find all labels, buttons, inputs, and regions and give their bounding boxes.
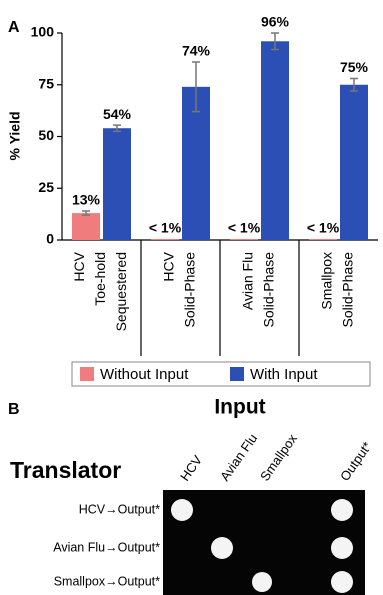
bar <box>309 239 337 240</box>
x-tick-label: Toe-hold <box>92 252 108 306</box>
x-tick-label: Sequestered <box>113 252 129 331</box>
column-label: HCV <box>177 452 205 483</box>
data-label: 96% <box>261 14 290 30</box>
column-label: Output* <box>337 439 375 484</box>
bar <box>230 239 258 240</box>
data-label: 13% <box>72 192 101 208</box>
figure: A % Yield B Input Translator 0 25 50 75 100 H… <box>0 0 383 595</box>
column-label: Smallpox <box>257 431 300 484</box>
legend-swatch <box>80 367 94 381</box>
x-tick-label: Smallpox <box>319 252 335 310</box>
y-tick-label: 75 <box>38 75 54 91</box>
data-label: < 1% <box>307 220 340 236</box>
data-label: < 1% <box>149 220 182 236</box>
bar <box>261 41 289 240</box>
panel-b-title: Input <box>214 396 265 419</box>
y-tick-label: 0 <box>46 231 54 247</box>
bar <box>103 128 131 240</box>
column-label: Avian Flu <box>217 431 260 484</box>
panel-label: B <box>8 401 20 418</box>
x-tick-label: Solid-Phase <box>182 252 198 328</box>
x-tick-label: HCV <box>71 251 87 281</box>
legend-label: With Input <box>250 366 318 383</box>
bar <box>151 239 179 240</box>
data-label: 74% <box>182 43 211 59</box>
x-tick-label: HCV <box>161 251 177 281</box>
row-header: Translator <box>10 457 121 483</box>
y-axis-label: % Yield <box>7 111 23 160</box>
bar <box>340 85 368 240</box>
x-tick-label: Solid-Phase <box>261 252 277 328</box>
x-tick-label: Avian Flu <box>240 252 256 310</box>
data-label: 75% <box>340 59 369 75</box>
y-tick-label: 25 <box>38 179 54 195</box>
legend-label: Without Input <box>100 366 189 383</box>
data-label: < 1% <box>228 220 261 236</box>
legend-swatch <box>230 367 244 381</box>
panel-label: A <box>8 19 20 36</box>
bar <box>72 213 100 240</box>
row-label: HCV→Output* <box>79 502 160 516</box>
data-label: 54% <box>103 106 132 122</box>
row-label: Avian Flu→Output* <box>53 540 160 554</box>
x-tick-label: Solid-Phase <box>340 252 356 328</box>
y-tick-label: 100 <box>31 24 55 40</box>
row-label: Smallpox→Output* <box>54 574 160 588</box>
y-tick-label: 50 <box>38 127 54 143</box>
